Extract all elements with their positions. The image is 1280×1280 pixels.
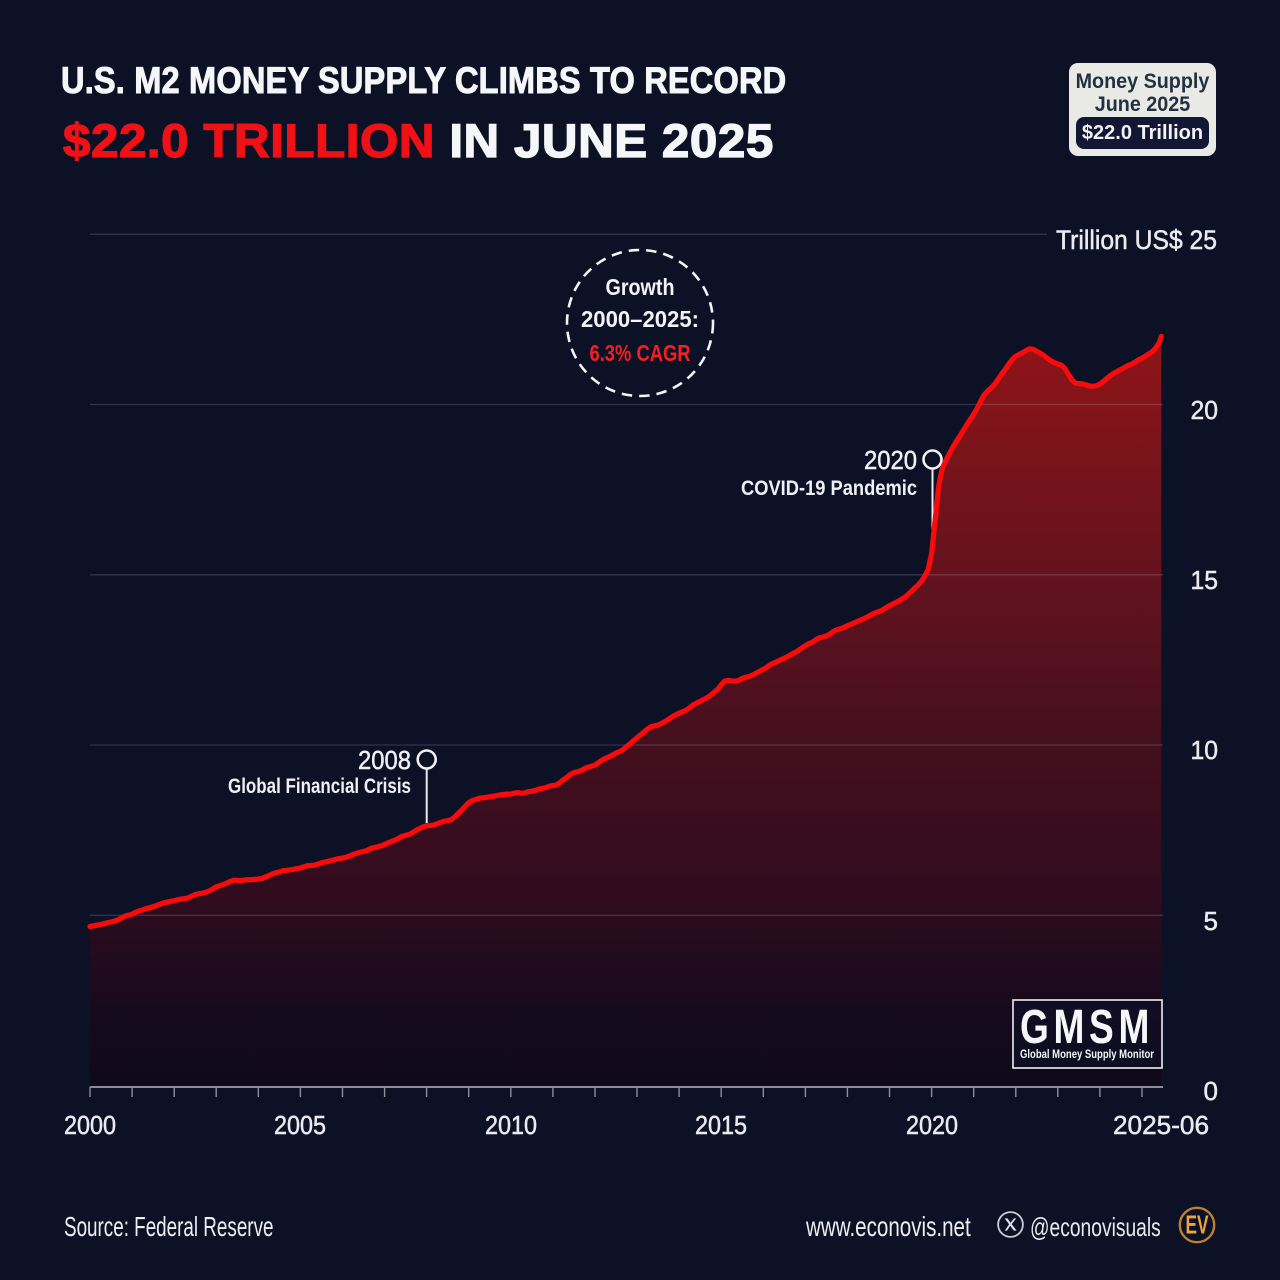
svg-text:2025-06: 2025-06	[1113, 1110, 1209, 1140]
svg-text:Global Money Supply Monitor: Global Money Supply Monitor	[1020, 1049, 1154, 1061]
svg-text:10: 10	[1191, 735, 1219, 765]
svg-text:2010: 2010	[485, 1110, 537, 1140]
svg-text:Global Financial Crisis: Global Financial Crisis	[228, 775, 411, 798]
svg-text:Growth: Growth	[606, 274, 675, 300]
svg-text:0: 0	[1204, 1076, 1218, 1106]
svg-text:20: 20	[1191, 395, 1219, 425]
svg-text:2008: 2008	[358, 745, 411, 775]
svg-text:2020: 2020	[906, 1110, 958, 1140]
svg-text:2005: 2005	[274, 1110, 326, 1140]
svg-text:2020: 2020	[864, 445, 917, 475]
svg-text:2000–2025:: 2000–2025:	[581, 306, 699, 332]
svg-text:6.3% CAGR: 6.3% CAGR	[590, 340, 691, 366]
svg-text:EV: EV	[1186, 1210, 1209, 1240]
svg-text:COVID-19 Pandemic: COVID-19 Pandemic	[741, 477, 917, 500]
svg-text:2015: 2015	[695, 1110, 747, 1140]
svg-text:15: 15	[1191, 565, 1219, 595]
svg-text:5: 5	[1204, 906, 1218, 936]
svg-text:Trillion US$ 25: Trillion US$ 25	[1056, 225, 1217, 255]
svg-text:2000: 2000	[64, 1110, 116, 1140]
svg-text:GMSM: GMSM	[1020, 1001, 1154, 1054]
